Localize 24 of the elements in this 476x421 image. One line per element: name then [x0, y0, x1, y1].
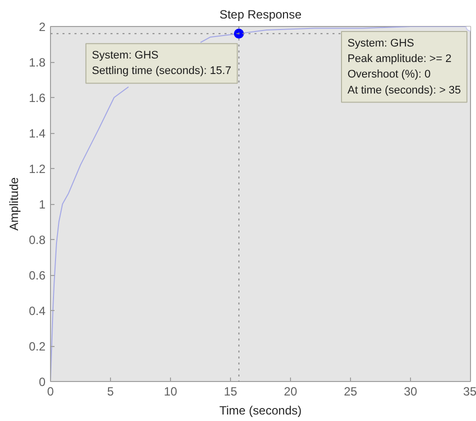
y-tick-label: 0 — [38, 375, 46, 389]
x-tick-label: 35 — [463, 384, 476, 398]
x-tick-label: 20 — [284, 384, 298, 398]
y-tick-label: 0.6 — [28, 268, 46, 282]
x-tick-label: 0 — [47, 384, 54, 398]
x-axis-title: Time (seconds) — [219, 404, 302, 418]
y-tick-label: 0.2 — [28, 340, 46, 354]
x-tick-label: 25 — [344, 384, 358, 398]
y-tick-label: 1.4 — [28, 126, 46, 140]
y-tick-label: 0.4 — [28, 304, 46, 318]
y-tick-label: 0.8 — [28, 233, 46, 247]
y-tick-label: 2 — [38, 20, 46, 34]
x-tick-label: 10 — [164, 384, 178, 398]
x-tick-label: 15 — [224, 384, 238, 398]
annotation: System: GHS Settling time (seconds): 15.7 — [92, 50, 232, 78]
y-tick-label: 1 — [38, 198, 46, 212]
y-tick-label: 1.2 — [28, 162, 46, 176]
y-axis-title: Amplitude — [6, 176, 21, 231]
chart-title: Step Response — [219, 8, 302, 22]
y-tick-label: 1.8 — [28, 56, 46, 70]
y-tick-label: 1.6 — [28, 91, 46, 105]
x-tick-label: 30 — [404, 384, 418, 398]
annotation: System: GHS Peak amplitude: >= 2 Overshoot (%): 0 At time (seconds): > 35 — [348, 38, 461, 96]
x-tick-label: 5 — [107, 384, 114, 398]
